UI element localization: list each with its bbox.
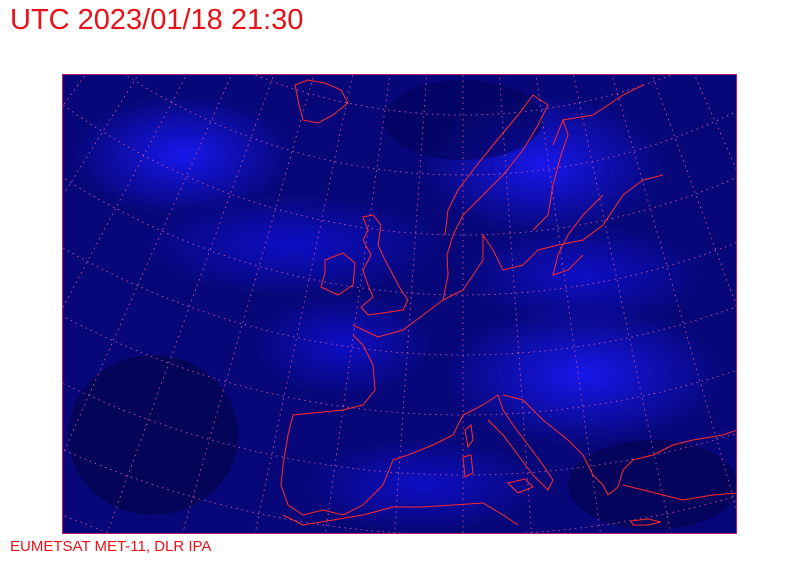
coastline-iberia-france [280, 334, 464, 516]
parallel-line [65, 178, 736, 296]
meridian-line [63, 75, 85, 106]
coastline-continental-north [352, 174, 664, 338]
coastlines [280, 79, 736, 526]
satellite-map [62, 74, 737, 534]
coastline-north-africa [282, 502, 519, 526]
meridian-line [695, 77, 736, 170]
meridian-line [254, 75, 353, 533]
meridian-line [499, 77, 532, 533]
coastline-balkans [502, 394, 736, 496]
satellite-image [63, 75, 736, 533]
data-source-credit: EUMETSAT MET-11, DLR IPA [10, 538, 212, 555]
meridian-line [573, 75, 672, 533]
parallel-line [127, 76, 736, 176]
cloud-layer [68, 80, 736, 530]
timestamp-title: UTC 2023/01/18 21:30 [10, 4, 304, 36]
coastline-italy [462, 394, 554, 491]
meridian-line [394, 77, 427, 533]
meridian-line [64, 77, 231, 451]
coastline-scandinavia [442, 84, 644, 301]
coastline-sicily [507, 478, 534, 494]
graticule [63, 75, 736, 533]
coastline-corsica-sardinia [462, 424, 474, 478]
meridian-line [612, 77, 736, 509]
coastline-ireland [320, 252, 356, 296]
parallel-line [63, 247, 736, 356]
coastline-crete [630, 518, 662, 526]
meridian-line [64, 77, 137, 193]
coastline-great-britain [360, 214, 409, 316]
coastline-turkey [622, 484, 736, 501]
coastline-iceland [294, 79, 349, 124]
